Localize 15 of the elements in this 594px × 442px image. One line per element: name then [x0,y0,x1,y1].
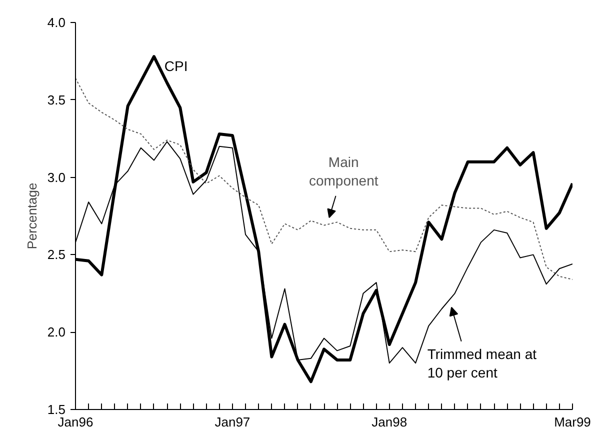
x-tick-label: Jan98 [372,414,408,430]
text: Main component [308,154,378,188]
y-tick-label: 2.5 [47,247,66,262]
y-axis-title: Percentage [24,182,40,250]
y-tick-label: 3.5 [47,92,66,108]
y-tick-label: 1.5 [47,402,66,417]
x-tick-label: Jan96 [58,414,94,430]
series-label: Trimmed mean at 10 per cent [427,346,537,380]
x-tick-label: Jan97 [214,414,250,430]
y-tick-label: 2.0 [47,324,66,340]
line-series [76,78,572,280]
x-tick-label: Mar99 [554,414,591,430]
y-tick-label: 4.0 [47,15,66,30]
series-label: CPI [164,58,188,74]
y-tick-label: 3.0 [47,170,66,185]
